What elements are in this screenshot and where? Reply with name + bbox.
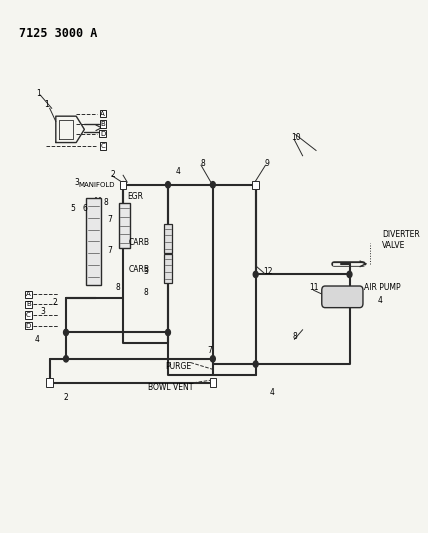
Circle shape xyxy=(253,361,258,367)
Circle shape xyxy=(253,271,258,278)
Circle shape xyxy=(166,329,170,336)
Bar xyxy=(86,198,101,285)
Text: 7125 3000 A: 7125 3000 A xyxy=(19,27,98,39)
Text: 3: 3 xyxy=(74,177,80,187)
Text: B: B xyxy=(100,121,105,127)
Text: 10: 10 xyxy=(291,133,301,142)
Text: 8: 8 xyxy=(292,332,297,341)
Text: 3: 3 xyxy=(40,307,45,316)
Bar xyxy=(119,203,131,248)
Text: 2: 2 xyxy=(64,393,68,402)
Text: 8: 8 xyxy=(103,198,108,207)
Circle shape xyxy=(211,182,215,188)
Text: CARB: CARB xyxy=(129,265,150,273)
Text: 1: 1 xyxy=(36,89,41,98)
Bar xyxy=(46,378,53,387)
Text: B: B xyxy=(26,302,31,308)
Text: A: A xyxy=(26,292,31,297)
Text: 2: 2 xyxy=(53,298,57,307)
Text: 11: 11 xyxy=(309,283,318,292)
Text: 7: 7 xyxy=(208,346,212,356)
Text: D: D xyxy=(100,131,105,136)
Text: 5: 5 xyxy=(71,204,75,213)
Text: 12: 12 xyxy=(263,267,273,276)
Bar xyxy=(120,181,126,189)
Circle shape xyxy=(63,356,68,362)
Text: 8: 8 xyxy=(144,288,149,297)
Bar xyxy=(253,181,259,189)
Text: CARB: CARB xyxy=(129,238,150,247)
Text: D: D xyxy=(26,322,31,328)
Text: C: C xyxy=(26,312,31,318)
Text: MANIFOLD: MANIFOLD xyxy=(78,182,115,188)
Text: EGR: EGR xyxy=(127,191,143,200)
Bar xyxy=(164,254,172,284)
Text: DIVERTER
VALVE: DIVERTER VALVE xyxy=(382,230,420,250)
Text: 3: 3 xyxy=(143,267,148,276)
Text: C: C xyxy=(100,143,105,149)
Circle shape xyxy=(121,182,125,188)
Text: 2: 2 xyxy=(110,169,115,179)
Bar xyxy=(210,378,216,387)
Text: 8: 8 xyxy=(200,159,205,168)
Text: 4: 4 xyxy=(377,296,383,305)
Circle shape xyxy=(166,182,170,188)
Text: A: A xyxy=(100,110,105,117)
Text: 4: 4 xyxy=(270,387,274,397)
Text: 4: 4 xyxy=(176,167,181,176)
Text: 8: 8 xyxy=(116,283,120,292)
FancyBboxPatch shape xyxy=(322,286,363,308)
Text: 6: 6 xyxy=(83,204,88,213)
Circle shape xyxy=(253,182,258,188)
Text: 7: 7 xyxy=(107,214,112,223)
Text: 1: 1 xyxy=(44,100,49,109)
Circle shape xyxy=(63,329,68,336)
Bar xyxy=(164,224,172,253)
Text: PURGE: PURGE xyxy=(165,362,191,371)
Text: BOWL VENT: BOWL VENT xyxy=(148,383,193,392)
Text: 4: 4 xyxy=(35,335,40,344)
Text: 7: 7 xyxy=(107,246,112,255)
Text: AIR PUMP: AIR PUMP xyxy=(364,283,401,292)
Circle shape xyxy=(211,356,215,362)
Circle shape xyxy=(347,271,352,278)
Text: 9: 9 xyxy=(265,159,270,168)
